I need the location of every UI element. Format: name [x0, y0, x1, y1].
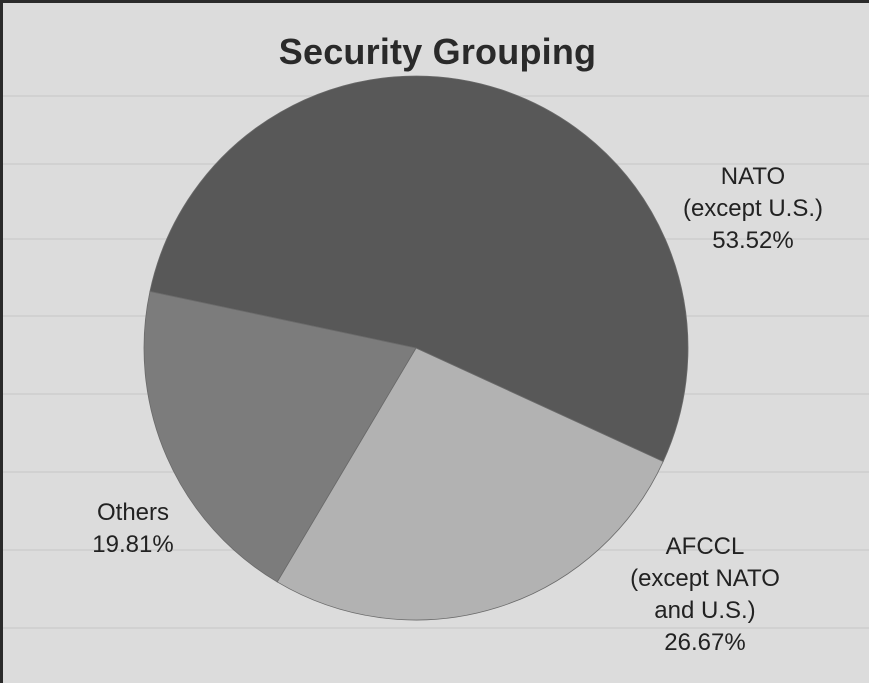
slice-label-nato-percent: 53.52%	[712, 227, 794, 254]
slice-label-afccl-line-2: (except NATO	[630, 565, 780, 592]
slice-label-others: Others 19.81%	[63, 497, 203, 561]
slice-label-afccl: AFCCL (except NATO and U.S.) 26.67%	[595, 531, 815, 659]
slice-label-afccl-line-3: and U.S.)	[654, 597, 756, 624]
pie-chart	[143, 75, 689, 621]
slice-label-afccl-percent: 26.67%	[664, 629, 746, 656]
slice-label-others-percent: 19.81%	[92, 531, 174, 558]
pie-slice-nato	[149, 75, 689, 463]
slice-label-others-line-1: Others	[96, 499, 170, 526]
slice-label-nato-line-1: NATO	[720, 163, 786, 190]
slice-label-nato: NATO (except U.S.) 53.52%	[643, 161, 863, 257]
pie-slice-others	[143, 290, 417, 583]
slice-label-afccl-line-1: AFCCL	[665, 533, 745, 560]
chart-title: Security Grouping	[278, 31, 597, 72]
slice-label-nato-line-2: (except U.S.)	[682, 195, 824, 222]
pie-slice-afccl	[276, 347, 664, 621]
